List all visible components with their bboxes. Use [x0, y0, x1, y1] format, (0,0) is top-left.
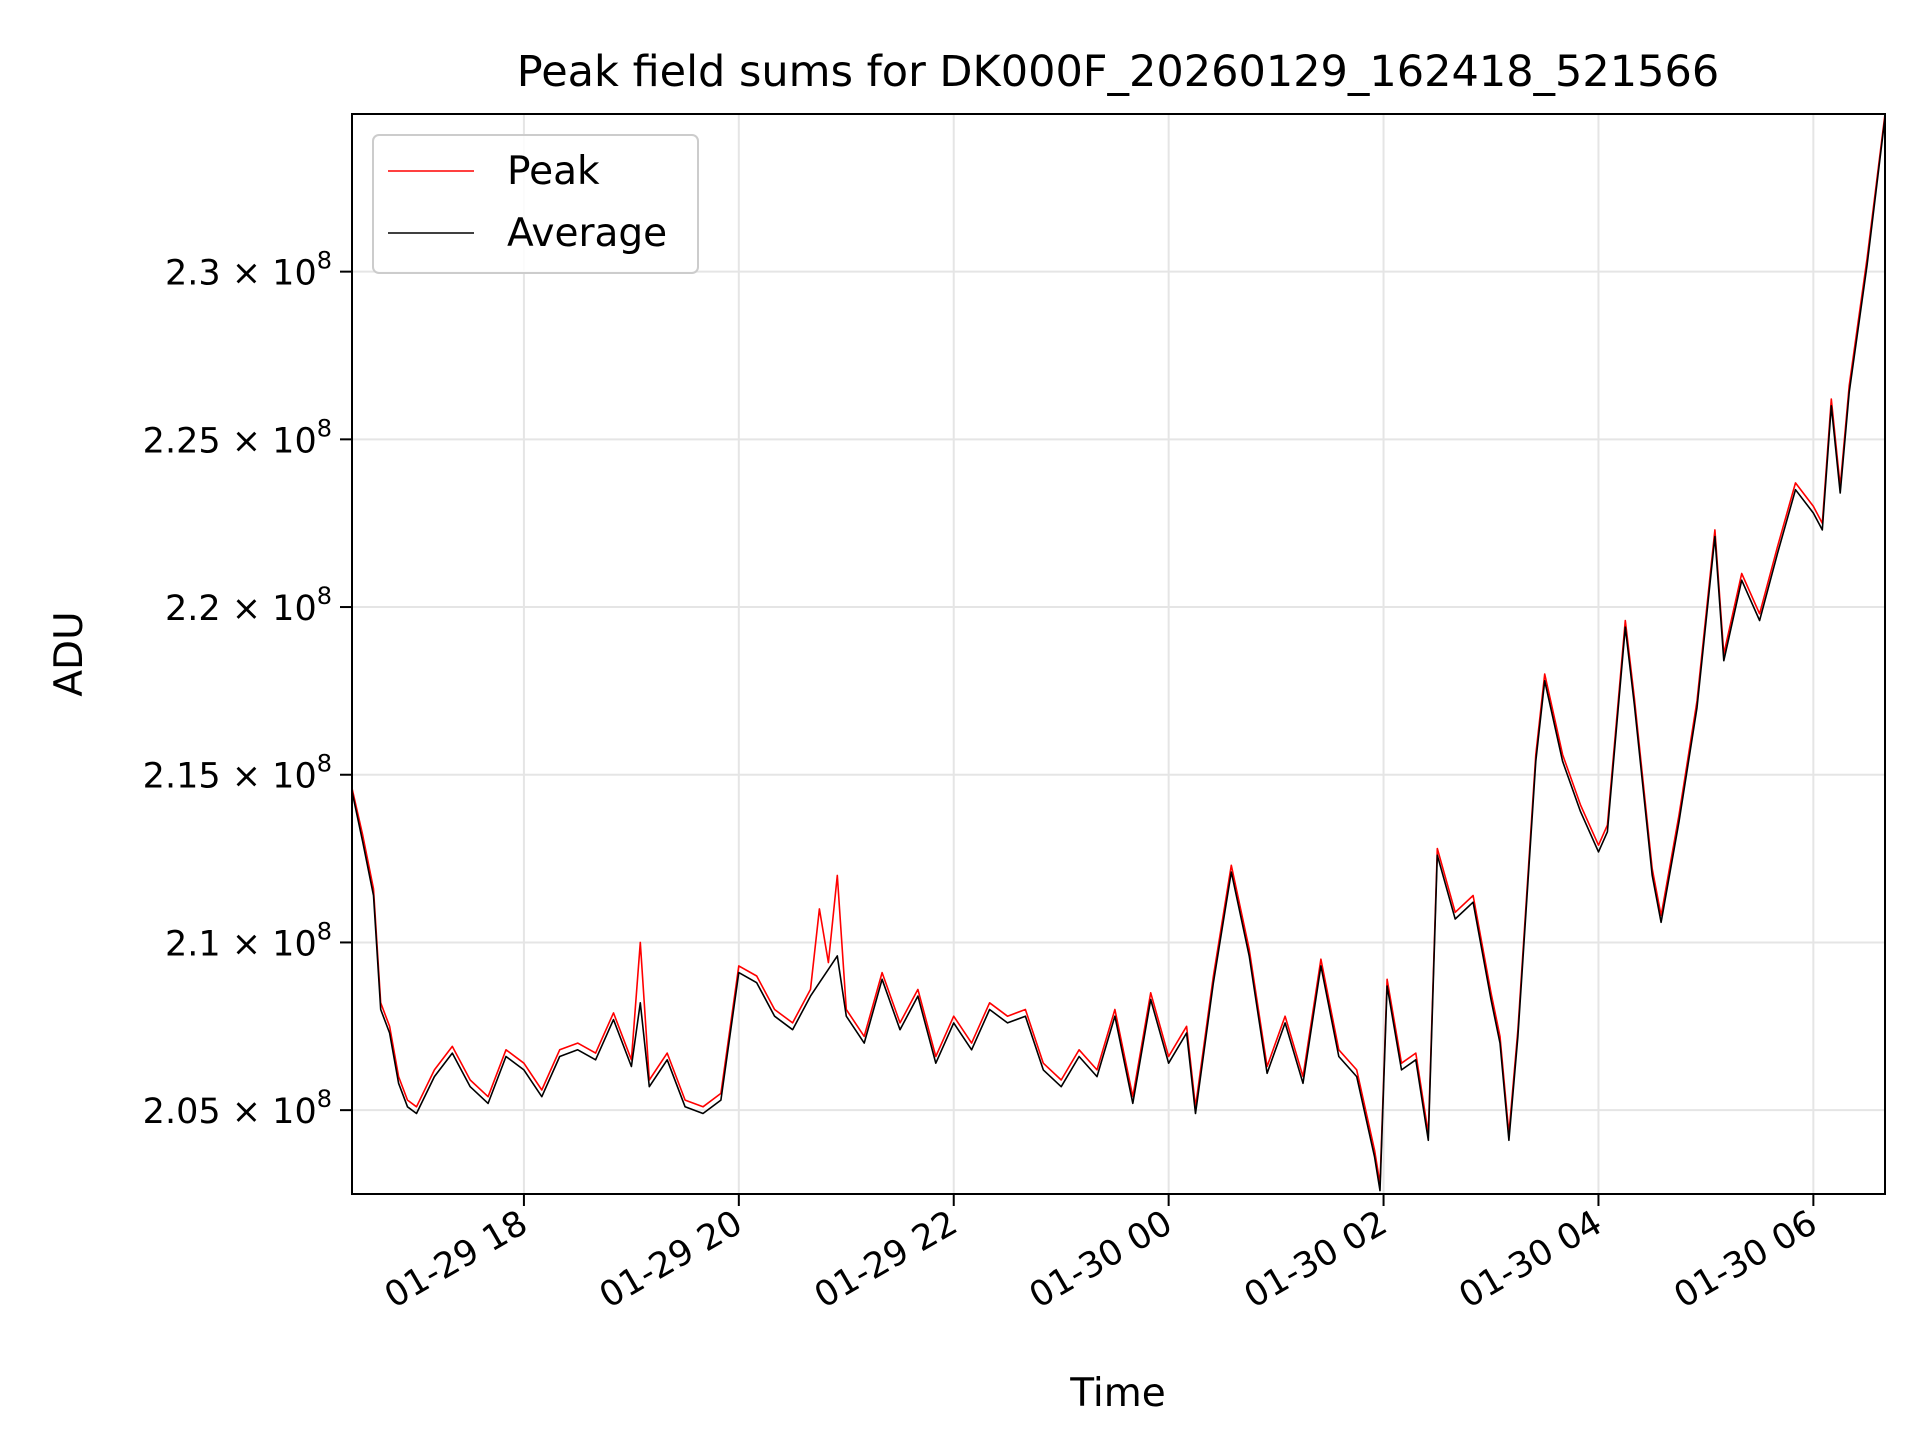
- y-tick-label: 2.15 × 108: [143, 750, 332, 797]
- y-tick-label: 2.2 × 108: [165, 582, 332, 629]
- y-tick-label: 2.25 × 108: [143, 414, 332, 461]
- chart-title: Peak field sums for DK000F_20260129_1624…: [517, 47, 1719, 97]
- y-tick-label: 2.3 × 108: [165, 247, 332, 294]
- y-tick-label: 2.05 × 108: [143, 1085, 332, 1132]
- y-tick-label: 2.1 × 108: [165, 917, 332, 964]
- series-line-average: [351, 117, 1886, 1192]
- series-lines: [351, 113, 1886, 1192]
- legend-label-peak: Peak: [507, 149, 600, 194]
- axes-frame: [351, 113, 1886, 1195]
- grid: [352, 114, 1885, 1194]
- y-axis-label: ADU: [47, 611, 92, 696]
- x-axis-label: Time: [1069, 1371, 1165, 1416]
- legend: Peak Average: [372, 134, 699, 274]
- legend-label-average: Average: [507, 211, 667, 256]
- legend-box: [372, 134, 699, 274]
- y-axis-ticks: 2.05 × 108 2.1 × 108 2.15 × 108 2.2 × 108 2.…: [143, 247, 352, 1132]
